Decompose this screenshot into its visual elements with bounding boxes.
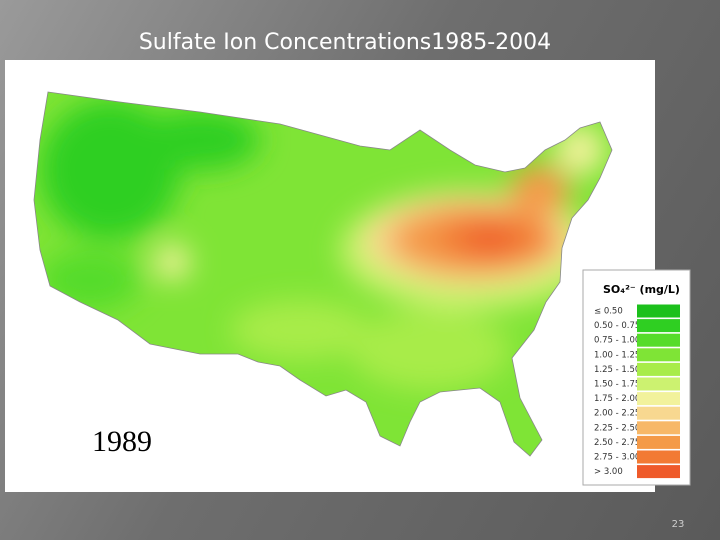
legend-swatch xyxy=(637,406,680,420)
legend-label: 2.25 - 2.50 xyxy=(594,423,640,433)
legend-swatch xyxy=(637,333,680,347)
legend-label: 2.50 - 2.75 xyxy=(594,438,640,448)
legend-label: 1.25 - 1.50 xyxy=(594,365,640,375)
legend-label: 2.00 - 2.25 xyxy=(594,409,640,419)
legend-swatch xyxy=(637,421,680,435)
legend-label: 1.75 - 2.00 xyxy=(594,394,640,404)
legend-swatch xyxy=(637,319,680,333)
legend-swatch xyxy=(637,392,680,406)
legend-label: 0.50 - 0.75 xyxy=(594,321,640,331)
legend-label: 1.00 - 1.25 xyxy=(594,350,640,360)
legend-label: ≤ 0.50 xyxy=(594,307,623,317)
legend-title: SO₄²⁻ (mg/L) xyxy=(603,283,680,296)
legend-swatch xyxy=(637,304,680,318)
slide-title: Sulfate Ion Concentrations1985-2004 xyxy=(139,30,551,55)
legend-label: > 3.00 xyxy=(594,467,623,477)
legend-swatch xyxy=(637,435,680,449)
legend-swatch xyxy=(637,450,680,464)
year-label: 1989 xyxy=(92,425,152,458)
legend-label: 1.50 - 1.75 xyxy=(594,380,640,390)
legend-items: ≤ 0.50 0.50 - 0.75 0.75 - 1.00 1.00 - 1.25 1… xyxy=(594,304,680,479)
legend-label: 2.75 - 3.00 xyxy=(594,453,640,463)
legend-swatch xyxy=(637,465,680,479)
page-number: 23 xyxy=(672,519,685,530)
legend-swatch xyxy=(637,348,680,362)
legend-label: 0.75 - 1.00 xyxy=(594,336,640,346)
legend-swatch xyxy=(637,362,680,376)
legend-swatch xyxy=(637,377,680,391)
